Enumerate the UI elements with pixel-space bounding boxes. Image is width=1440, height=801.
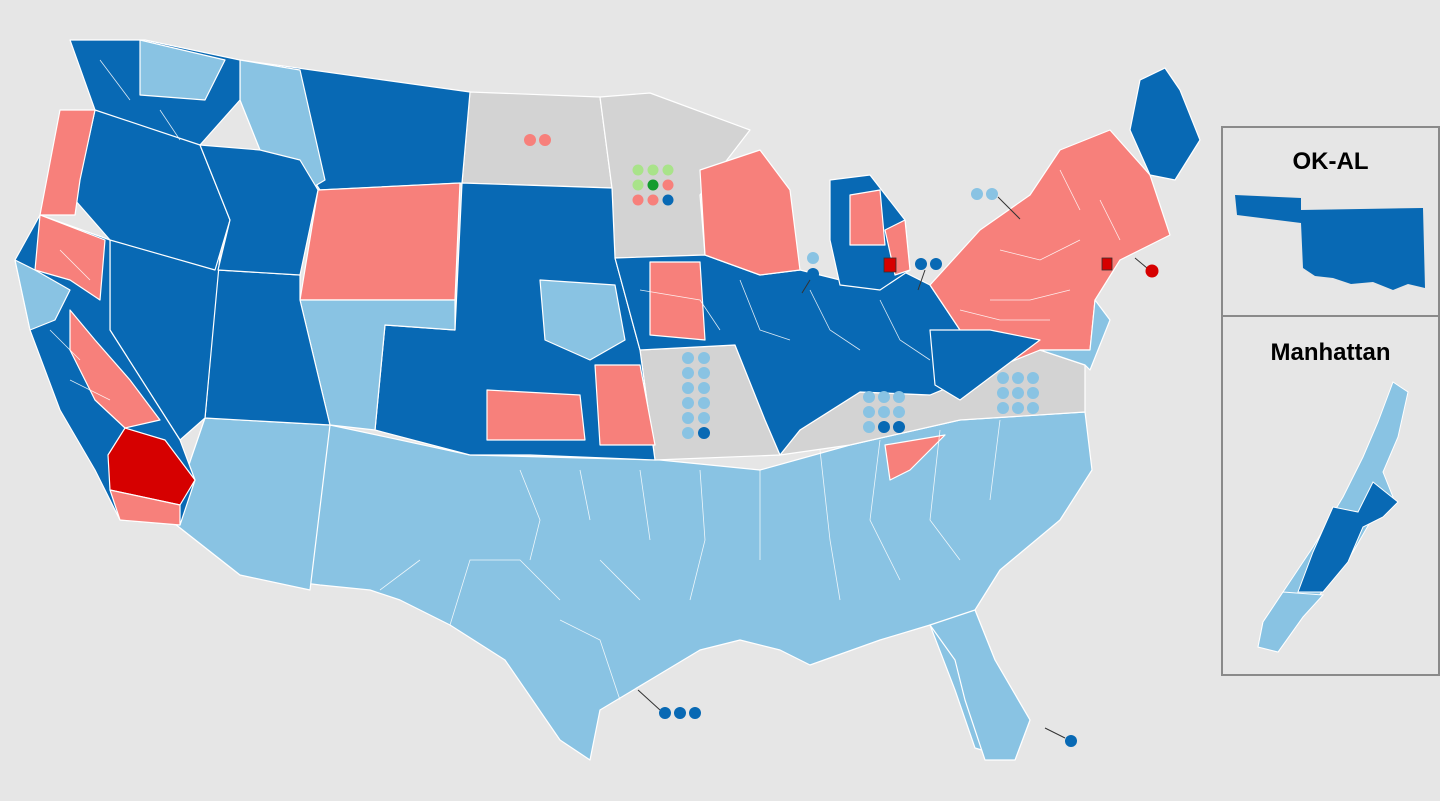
- oklahoma-shape: [1235, 195, 1425, 290]
- virginia-markers: [997, 372, 1039, 414]
- region-north-dakota: [461, 91, 613, 189]
- region-florida: [929, 609, 1031, 761]
- region-wyoming: [299, 182, 461, 301]
- district-red-connecticut: [1101, 257, 1113, 271]
- region-kansas: [486, 389, 586, 441]
- inset-manhattan: Manhattan: [1221, 315, 1440, 676]
- minnesota-markers: [632, 164, 674, 206]
- illinois-markers: [801, 252, 819, 294]
- region-kansas-east: [594, 364, 656, 446]
- marker-dot: [524, 134, 536, 146]
- region-southwest: [169, 417, 331, 591]
- region-oregon-coast: [39, 109, 96, 216]
- region-west-virginia: [929, 329, 1041, 401]
- region-san-diego: [109, 489, 181, 526]
- missouri-markers: [682, 352, 710, 439]
- region-wisconsin: [699, 149, 801, 276]
- region-california-central: [69, 309, 161, 429]
- region-iowa: [649, 261, 706, 341]
- region-tennessee-east: [884, 434, 946, 481]
- region-maine: [1129, 67, 1201, 181]
- region-california-north: [34, 214, 106, 301]
- region-idaho-south: [199, 144, 319, 276]
- region-california-coast: [14, 259, 71, 331]
- marker-dot: [539, 134, 551, 146]
- kentucky-markers: [863, 391, 905, 433]
- region-nebraska-east: [539, 279, 626, 361]
- region-washington-east: [139, 39, 226, 101]
- texas-markers: [637, 689, 701, 719]
- manhattan-shape: [1257, 381, 1409, 653]
- new-york-upstate-markers: [971, 188, 1021, 220]
- ohio-markers: [915, 258, 942, 291]
- long-island-marker: [1134, 257, 1159, 278]
- north-dakota-markers: [524, 134, 551, 146]
- inset-title: OK-AL: [1292, 148, 1369, 175]
- florida-marker: [1044, 727, 1077, 747]
- district-borders: [49, 59, 1121, 701]
- inset-title: Manhattan: [1270, 339, 1391, 366]
- district-red-michigan: [883, 257, 897, 273]
- inset-ok-al: OK-AL: [1221, 126, 1440, 317]
- region-mid-atlantic: [1039, 299, 1111, 371]
- region-upper-michigan: [849, 189, 886, 246]
